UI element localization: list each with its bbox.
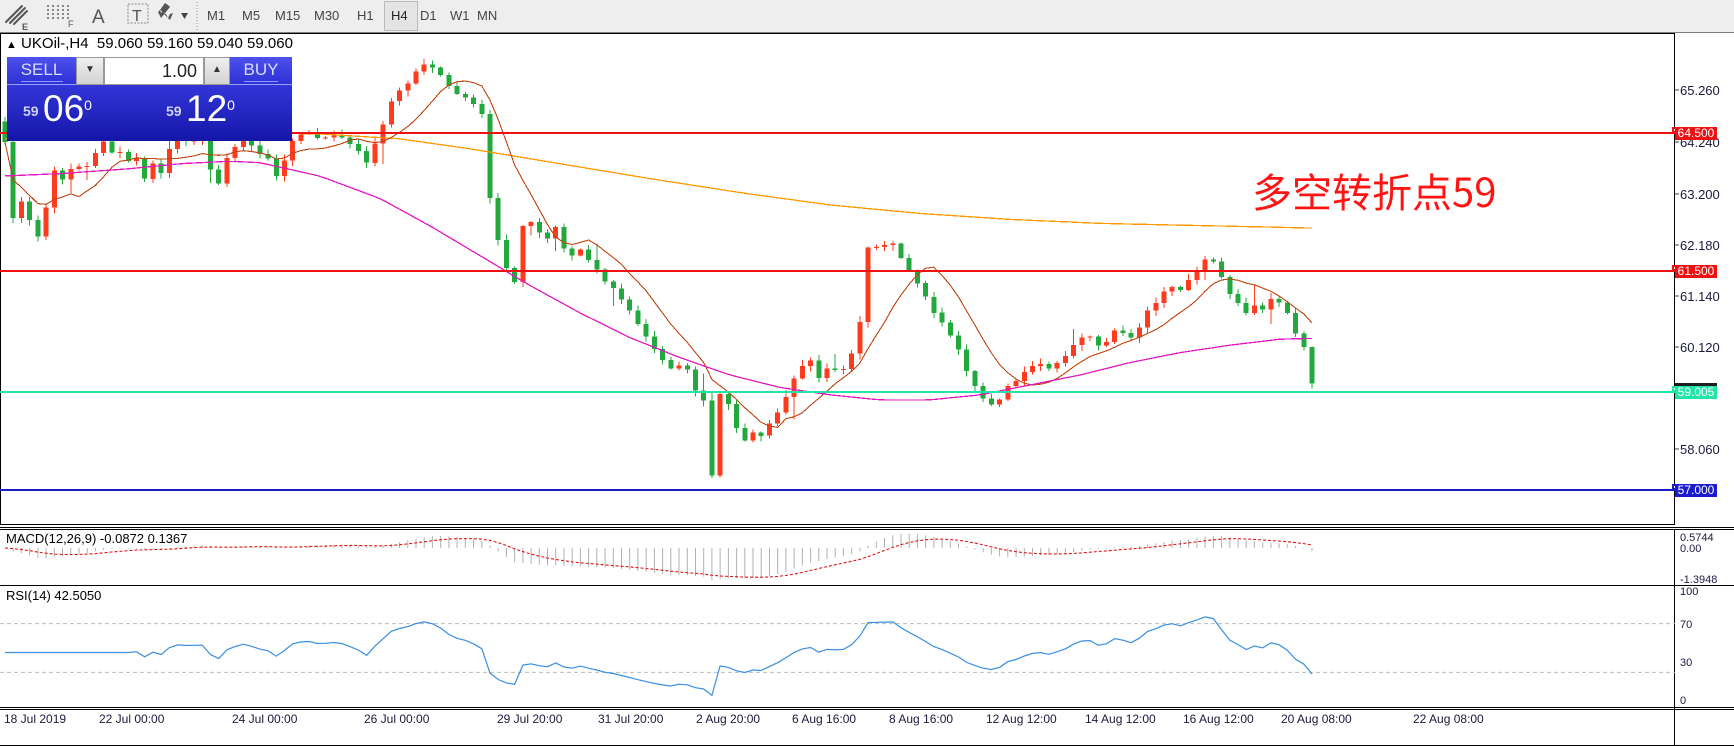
svg-text:T: T <box>132 8 142 25</box>
svg-text:E: E <box>22 22 28 32</box>
svg-text:A: A <box>92 7 105 28</box>
svg-text:F: F <box>68 19 74 29</box>
